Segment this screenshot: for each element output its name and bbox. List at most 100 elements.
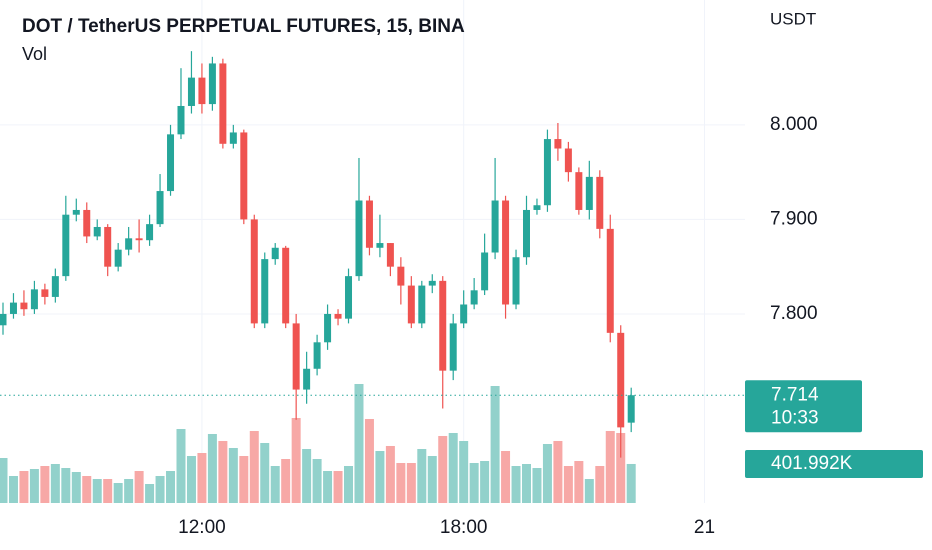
candle-body [30,289,38,310]
candle-body [114,249,122,267]
volume-bar [406,462,416,503]
candle-body [250,219,258,324]
volume-bar [584,478,594,503]
candle-body [627,395,635,423]
candle-body [617,332,625,428]
volume-bar [145,483,155,503]
candles [0,51,635,458]
candle-body [596,176,604,229]
volume-bar [563,465,573,503]
volume-bar [61,467,71,503]
candle-body [376,243,384,248]
candle-body [20,302,28,310]
volume-bar [92,478,102,503]
volume-bar [616,432,626,503]
volume-bar [71,471,81,503]
candle-body [554,139,562,149]
volume-bar [124,478,134,503]
y-tick-label: 7.800 [770,303,818,324]
volume-label: 401.992K [771,453,853,474]
chart-title: DOT / TetherUS PERPETUAL FUTURES, 15, BI… [22,16,465,37]
candle-body [240,132,248,220]
candle-body [51,276,59,297]
candle-body [512,257,520,305]
last-price-box [745,380,862,433]
candle-body [439,280,447,371]
volume-bar [291,417,301,503]
candle-body [229,132,237,144]
x-tick-label: 18:00 [440,517,488,538]
volume-bar [103,478,113,503]
volume-bar [595,465,605,503]
candle-body [62,214,70,277]
volume-bar [166,470,176,503]
candle-body [428,280,436,286]
candle-body [491,200,499,253]
volume-bar [490,385,500,503]
volume-bar [249,430,259,503]
candle-body [460,304,468,324]
candle-body [533,205,541,210]
volume-legend: Vol [22,44,47,64]
volume-bar [29,468,39,503]
price-axis-unit: USDT [770,9,816,28]
candle-body [177,105,185,135]
candle-body [365,200,373,248]
candle-body [481,252,489,291]
candle-body [167,134,175,192]
volume-bar [260,442,270,503]
candle-body [93,226,101,237]
candle-body [449,323,457,371]
volume-bar [40,465,50,503]
candle-body [407,285,415,324]
volume-label-box [745,449,923,478]
volume-bar [553,440,563,503]
volume-bar [459,440,469,503]
candle-body [543,139,551,206]
volume-bar [480,460,490,503]
volume-bar [469,462,479,503]
volume-bar [574,460,584,503]
candle-body [355,200,363,277]
volume-bar [438,435,448,503]
x-tick-label: 12:00 [178,517,226,538]
volume-bar [542,443,552,503]
volume-bar [50,463,60,503]
volume-bar [323,470,333,503]
candle-body [282,247,290,324]
volume-bar [302,448,312,503]
volume-bar [364,418,374,503]
volume-bar [501,450,511,503]
candle-body [313,342,321,369]
volume-bar [312,458,322,503]
volume-bar [228,447,238,503]
candle-body [292,323,300,390]
candle-body [83,209,91,237]
volume-bar [176,428,186,503]
candle-body [41,289,49,297]
volume-bar [626,463,636,503]
candle-body [345,276,353,319]
candle-body [271,247,279,260]
volume-bar [522,463,531,503]
x-tick-label: 21 [694,517,715,538]
volume-bar [82,475,92,503]
volume-bar [218,440,228,503]
y-tick-label: 8.000 [770,114,818,135]
candle-body [187,77,195,106]
candle-body [334,313,342,319]
y-tick-label: 7.900 [770,208,818,229]
candle-body [303,368,311,390]
volume-bar [19,470,29,503]
last-price-label: 7.714 [771,384,819,405]
volume-bar [375,450,385,503]
candle-body [125,238,133,250]
candle-body [502,200,510,305]
candle-body [9,302,17,314]
candle-body [146,224,154,241]
volume-bar [186,455,196,503]
candle-body [470,290,478,305]
volume-bar [197,452,207,503]
